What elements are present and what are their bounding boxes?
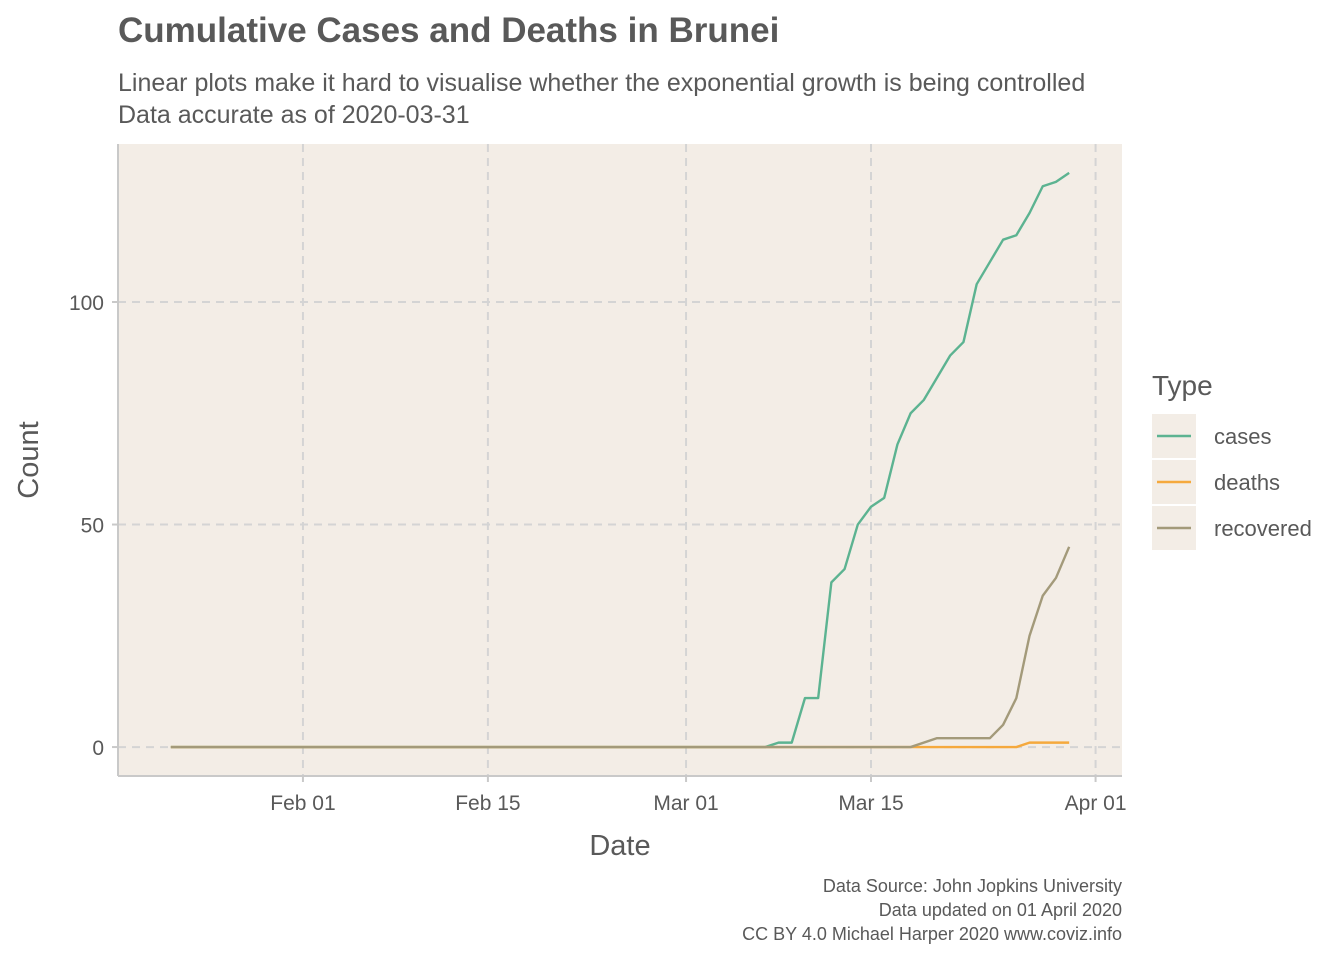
grid-lines (118, 144, 1122, 776)
legend-label: recovered (1214, 516, 1312, 541)
x-tick-label: Feb 15 (455, 792, 520, 815)
y-tick-label: 100 (69, 292, 104, 315)
y-tick-label: 50 (81, 515, 104, 538)
legend: Type cases deaths recovered (1152, 370, 1312, 550)
legend-item-recovered: recovered (1152, 506, 1312, 550)
caption-line-1: Data Source: John Jopkins University (823, 876, 1122, 896)
x-tick-label: Apr 01 (1065, 792, 1127, 815)
x-tick-label: Feb 01 (270, 792, 335, 815)
y-tick-label: 0 (92, 737, 104, 760)
caption: Data Source: John Jopkins University Dat… (742, 876, 1122, 944)
plot-panel (118, 144, 1122, 776)
chart-subtitle-line-2: Data accurate as of 2020-03-31 (118, 101, 470, 129)
legend-label: deaths (1214, 470, 1280, 495)
caption-line-2: Data updated on 01 April 2020 (879, 900, 1122, 920)
legend-label: cases (1214, 424, 1271, 449)
chart-subtitle-line-1: Linear plots make it hard to visualise w… (118, 69, 1085, 97)
x-axis-ticks: Feb 01 Feb 15 Mar 01 Mar 15 Apr 01 (270, 776, 1127, 815)
legend-item-deaths: deaths (1152, 460, 1280, 504)
legend-item-cases: cases (1152, 414, 1271, 458)
caption-line-3: CC BY 4.0 Michael Harper 2020 www.coviz.… (742, 924, 1122, 944)
series-line-cases (170, 171, 1070, 749)
legend-title: Type (1152, 370, 1213, 401)
y-axis-title: Count (13, 421, 45, 498)
series-line-recovered (170, 546, 1071, 749)
x-tick-label: Mar 01 (653, 792, 718, 815)
series-lines (170, 171, 1071, 749)
y-axis-ticks: 0 50 100 (69, 292, 118, 760)
x-tick-label: Mar 15 (838, 792, 903, 815)
x-axis-title: Date (589, 830, 650, 862)
chart-title: Cumulative Cases and Deaths in Brunei (118, 11, 779, 50)
